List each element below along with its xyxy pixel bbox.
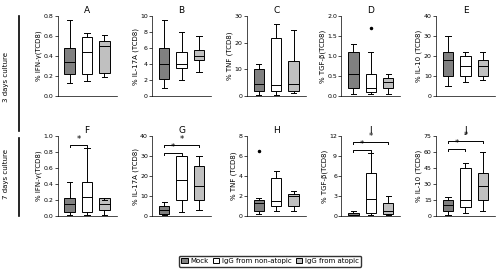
PathPatch shape: [82, 183, 92, 212]
Title: A: A: [84, 6, 90, 15]
Y-axis label: % TGF-β(TCD8): % TGF-β(TCD8): [320, 29, 326, 83]
Text: *: *: [360, 140, 364, 149]
Y-axis label: % IL-17A (TCD8): % IL-17A (TCD8): [132, 147, 138, 205]
Text: 7 days culture: 7 days culture: [4, 149, 10, 199]
PathPatch shape: [443, 52, 454, 76]
Text: *: *: [171, 143, 175, 153]
PathPatch shape: [288, 194, 299, 206]
PathPatch shape: [271, 38, 281, 91]
PathPatch shape: [366, 74, 376, 92]
PathPatch shape: [254, 69, 264, 91]
Title: B: B: [178, 6, 184, 15]
PathPatch shape: [254, 200, 264, 211]
Y-axis label: % TNF (TCD8): % TNF (TCD8): [230, 152, 237, 200]
Y-axis label: % IL-10 (TCD8): % IL-10 (TCD8): [416, 150, 422, 202]
Text: *: *: [368, 132, 373, 141]
Y-axis label: % TNF (TCD8): % TNF (TCD8): [227, 32, 234, 80]
PathPatch shape: [366, 173, 376, 213]
Y-axis label: % IFN-γ(TCD8): % IFN-γ(TCD8): [36, 151, 42, 201]
PathPatch shape: [460, 56, 470, 76]
PathPatch shape: [176, 52, 187, 68]
Title: I: I: [370, 126, 372, 135]
Text: *: *: [454, 140, 459, 148]
Text: *: *: [180, 136, 184, 144]
PathPatch shape: [478, 60, 488, 76]
Text: *: *: [76, 136, 80, 144]
PathPatch shape: [176, 156, 187, 200]
Y-axis label: % TGF-β(TCD8): % TGF-β(TCD8): [322, 149, 328, 203]
Text: 3 days culture: 3 days culture: [4, 52, 10, 102]
Y-axis label: % IL-17A (TCD8): % IL-17A (TCD8): [132, 28, 139, 85]
Title: C: C: [273, 6, 280, 15]
PathPatch shape: [478, 173, 488, 200]
Legend: Mock, IgG from non-atopic, IgG from atopic: Mock, IgG from non-atopic, IgG from atop…: [179, 256, 361, 266]
PathPatch shape: [99, 198, 110, 210]
Text: *: *: [464, 131, 468, 140]
PathPatch shape: [348, 52, 358, 88]
Title: J: J: [464, 126, 467, 135]
Title: D: D: [368, 6, 374, 15]
PathPatch shape: [271, 178, 281, 206]
PathPatch shape: [348, 213, 358, 215]
PathPatch shape: [64, 198, 75, 212]
PathPatch shape: [383, 203, 394, 214]
PathPatch shape: [82, 37, 92, 74]
PathPatch shape: [64, 48, 75, 74]
PathPatch shape: [99, 41, 110, 73]
PathPatch shape: [288, 62, 299, 91]
PathPatch shape: [194, 166, 204, 200]
PathPatch shape: [443, 200, 454, 211]
PathPatch shape: [194, 50, 204, 60]
PathPatch shape: [159, 48, 170, 79]
PathPatch shape: [383, 78, 394, 88]
Y-axis label: % IL-10 (TCD8): % IL-10 (TCD8): [416, 30, 422, 82]
PathPatch shape: [460, 168, 470, 207]
PathPatch shape: [159, 206, 170, 214]
Title: H: H: [273, 126, 280, 135]
Y-axis label: % IFN-γ(TCD8): % IFN-γ(TCD8): [36, 31, 42, 82]
Title: E: E: [462, 6, 468, 15]
Title: F: F: [84, 126, 89, 135]
Title: G: G: [178, 126, 185, 135]
